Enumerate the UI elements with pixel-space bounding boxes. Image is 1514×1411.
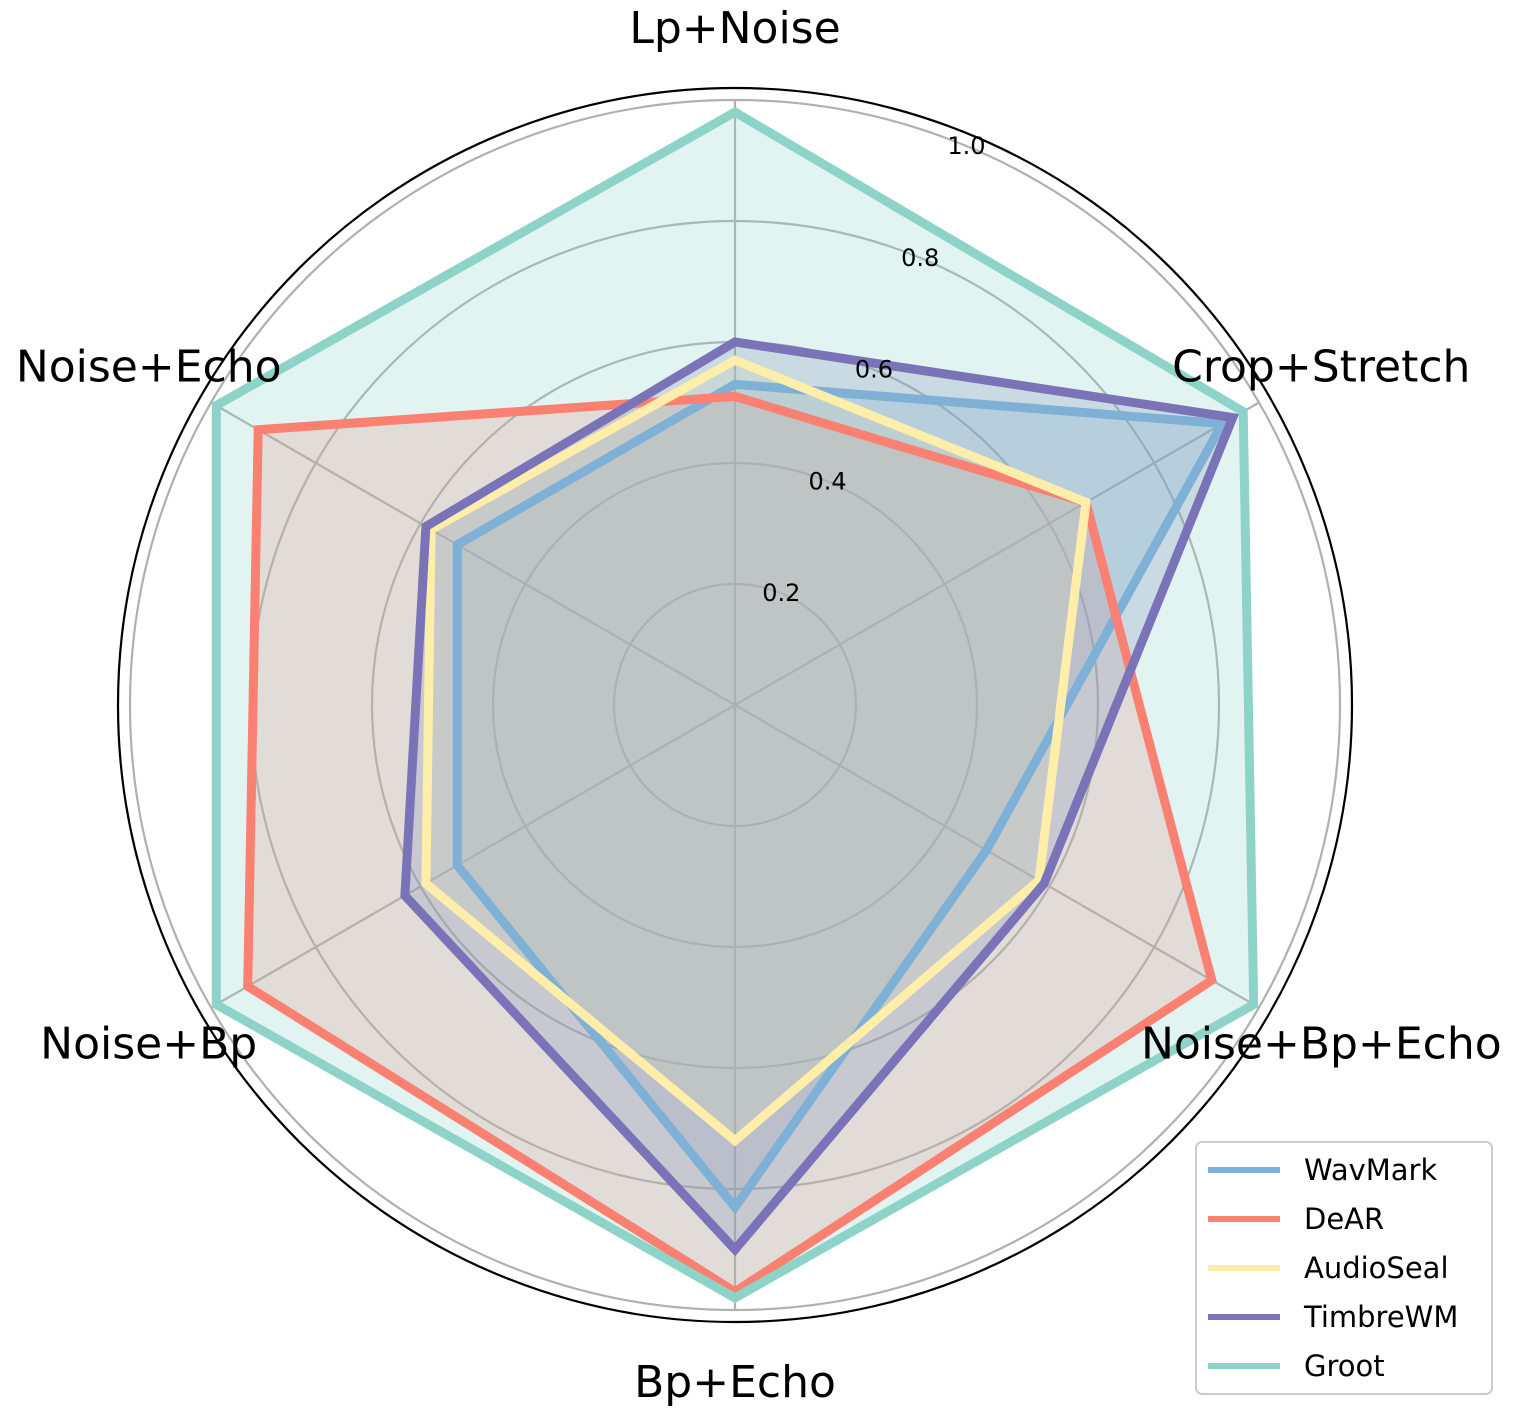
grid-spoke	[210, 704, 736, 1009]
legend-label-dear: DeAR	[1304, 1202, 1384, 1236]
category-labels: Lp+Noise Crop+Stretch Noise+Bp+Echo Bp+Echo…	[16, 3, 1502, 1408]
polar-frame	[116, 86, 1354, 1324]
series-line-wavmark	[452, 379, 1230, 1215]
category-label-noise-bp: Noise+Bp	[40, 1019, 257, 1070]
series-fill-dear	[247, 396, 1212, 1292]
legend-label-audioseal: AudioSeal	[1304, 1251, 1449, 1285]
category-label-noise-bp-echo: Noise+Bp+Echo	[1141, 1019, 1502, 1070]
category-label-crop-stretch: Crop+Stretch	[1172, 342, 1470, 393]
category-label-noise-echo: Noise+Echo	[16, 342, 282, 393]
series-fill-groot	[216, 112, 1254, 1298]
series-fills	[216, 112, 1254, 1298]
r-tick-label: 0.8	[901, 244, 939, 272]
legend-label-groot: Groot	[1304, 1349, 1385, 1383]
r-tick-label: 0.6	[855, 356, 893, 384]
legend-box	[1195, 1141, 1493, 1395]
category-label-lp-noise: Lp+Noise	[629, 3, 840, 54]
category-label-bp-echo: Bp+Echo	[634, 1357, 836, 1408]
r-tick-label: 0.2	[762, 579, 800, 607]
r-tick-label: 1.0	[947, 132, 985, 160]
radial-tick-labels: 0.2 0.4 0.6 0.8 1.0	[762, 132, 985, 607]
legend-label-wavmark: WavMark	[1304, 1153, 1437, 1187]
grid-spoke	[734, 401, 1260, 706]
legend: WavMark DeAR AudioSeal TimbreWM Groot	[1195, 1141, 1493, 1395]
radar-grid	[116, 86, 1354, 1324]
grid-spoke	[734, 704, 1260, 1009]
r-tick-label: 0.4	[809, 467, 847, 495]
series-line-timbrewm	[400, 337, 1240, 1257]
series-fill-wavmark	[457, 384, 1223, 1208]
legend-label-timbrewm: TimbreWM	[1303, 1300, 1458, 1334]
series-line-audioseal	[421, 355, 1091, 1147]
series-line-groot	[211, 106, 1259, 1304]
series-fill-timbrewm	[404, 342, 1233, 1250]
series-lines	[211, 106, 1259, 1304]
grid-spoke	[210, 401, 736, 706]
